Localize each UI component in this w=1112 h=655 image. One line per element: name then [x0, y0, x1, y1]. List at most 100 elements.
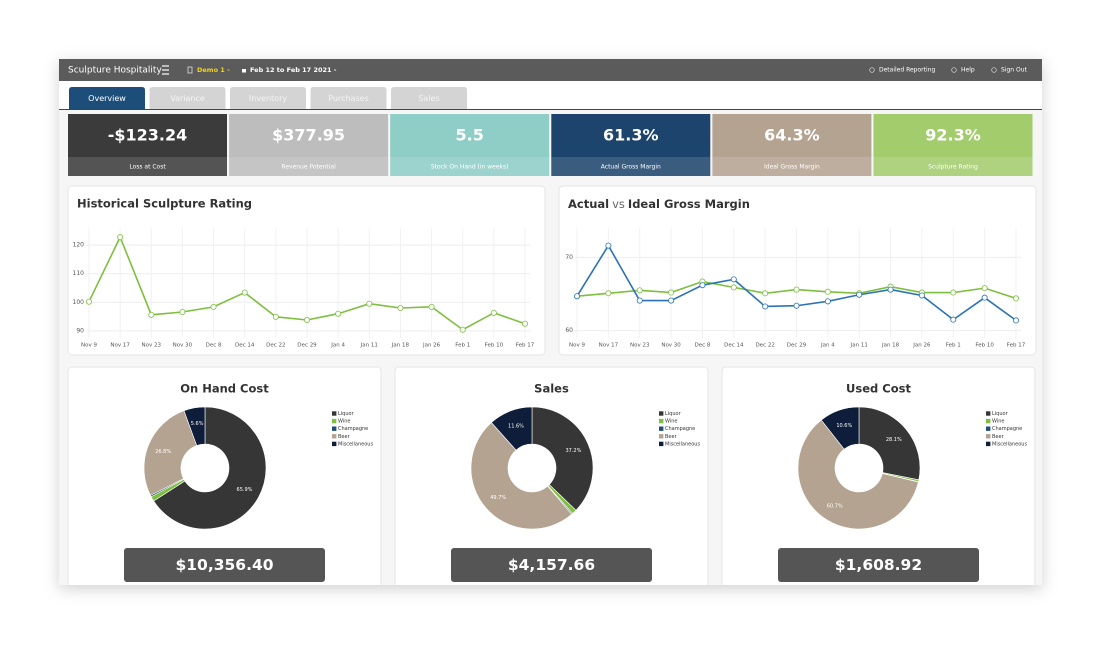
x-tick-label: Dec 14 [724, 343, 744, 349]
data-point [303, 316, 310, 323]
data-point [117, 234, 124, 241]
y-tick-label: 110 [73, 270, 85, 277]
header-link[interactable]: Detailed Reporting [879, 67, 935, 74]
legend-label: Liquor [338, 411, 355, 417]
legend-label: Champagne [665, 426, 695, 432]
kpi-label: Sculpture Rating [928, 164, 978, 171]
legend-swatch [332, 411, 337, 416]
tab-label[interactable]: Purchases [328, 94, 369, 103]
x-tick-label: Nov 30 [173, 343, 193, 349]
y-tick-label: 90 [76, 327, 84, 334]
tab-label[interactable]: Variance [170, 94, 205, 103]
data-point [1013, 317, 1020, 324]
x-tick-label: Feb 10 [975, 343, 994, 349]
x-tick-label: Feb 10 [485, 343, 504, 349]
date-range[interactable]: Feb 12 to Feb 17 2021 - [250, 66, 337, 74]
data-point [522, 320, 529, 327]
data-point [950, 289, 957, 296]
content: Sculpture Hospitality Demo 1 - Feb 12 to F… [59, 59, 1042, 585]
x-tick-label: Dec 22 [755, 343, 774, 349]
kpi-strip [68, 157, 227, 176]
kpi-card [68, 114, 227, 176]
chart-card [558, 185, 1037, 356]
slice-label: 65.9% [237, 487, 253, 493]
data-point [762, 303, 769, 310]
y-tick-label: 70 [565, 254, 573, 261]
tab[interactable] [149, 87, 226, 109]
legend-swatch [986, 434, 991, 439]
legend-swatch [332, 434, 337, 439]
x-tick-label: Dec 22 [266, 343, 285, 349]
kpi-value: 92.3% [925, 126, 981, 145]
y-tick-label: 120 [73, 242, 85, 249]
kpi-value: 5.5 [456, 126, 484, 145]
data-point [918, 292, 925, 299]
account-selector[interactable]: Demo 1 - [197, 66, 230, 74]
chart-card [67, 366, 382, 585]
slice-label: 49.7% [490, 495, 506, 501]
kpi-card [873, 114, 1033, 176]
data-point [459, 326, 466, 333]
data-point [490, 309, 497, 316]
legend-label: Beer [992, 434, 1005, 440]
x-tick-label: Feb 17 [516, 343, 535, 349]
chart-title: On Hand Cost [180, 382, 269, 396]
data-point [793, 286, 800, 293]
tab-label[interactable]: Overview [88, 94, 126, 103]
tab-label[interactable]: Inventory [249, 94, 287, 103]
x-tick-label: Nov 9 [81, 343, 97, 349]
data-point [272, 313, 279, 320]
kpi-card [229, 114, 389, 176]
kpi-label: Revenue Potential [281, 164, 336, 171]
y-tick-label: 60 [565, 327, 573, 334]
data-point [428, 303, 435, 310]
tab[interactable] [69, 87, 145, 109]
x-tick-label: Jan 11 [360, 343, 378, 349]
pie-slice [153, 406, 267, 530]
x-tick-label: Jan 4 [820, 343, 835, 349]
chart-card [394, 366, 709, 585]
x-tick-label: Feb 17 [1007, 343, 1026, 349]
link-icon [869, 67, 875, 73]
data-point [730, 276, 737, 283]
kpi-card [551, 114, 711, 176]
chart-title: Sales [534, 382, 569, 396]
x-tick-label: Dec 29 [297, 343, 317, 349]
kpi-value: 64.3% [764, 126, 820, 145]
x-tick-label: Jan 26 [912, 343, 931, 349]
tab[interactable] [391, 87, 467, 109]
tab[interactable] [310, 87, 387, 109]
y-tick-label: 100 [73, 299, 85, 306]
kpi-label: Ideal Gross Margin [764, 164, 820, 171]
tab[interactable] [230, 87, 306, 109]
total-box [778, 548, 979, 582]
data-point [762, 290, 769, 297]
header-link[interactable]: Sign Out [1001, 67, 1028, 74]
slice-label: 26.8% [155, 449, 171, 455]
data-point [668, 297, 675, 304]
data-point [605, 290, 612, 297]
data-point [335, 310, 342, 317]
chart-title: Historical Sculpture Rating [77, 197, 252, 211]
legend-label: Liquor [665, 411, 682, 417]
x-tick-label: Dec 8 [694, 343, 710, 349]
x-tick-label: Jan 18 [881, 343, 900, 349]
kpi-label: Stock On Hand (in weeks) [431, 164, 509, 171]
kpi-strip [390, 157, 550, 176]
total-box [124, 548, 325, 582]
data-point [1013, 295, 1020, 302]
x-tick-label: Nov 30 [661, 343, 681, 349]
brand: Sculpture Hospitality [68, 66, 162, 76]
tab-label[interactable]: Sales [418, 94, 439, 103]
kpi-card [712, 114, 872, 176]
kpi-strip [551, 157, 711, 176]
legend-swatch [659, 434, 664, 439]
legend-swatch [659, 411, 664, 416]
legend-swatch [332, 418, 337, 424]
data-point [86, 298, 93, 305]
total-value: $10,356.40 [175, 556, 273, 574]
chart-title: Used Cost [846, 382, 911, 396]
header-link[interactable]: Help [961, 67, 975, 74]
kpi-label: Actual Gross Margin [601, 164, 661, 171]
kpi-strip [712, 157, 872, 176]
